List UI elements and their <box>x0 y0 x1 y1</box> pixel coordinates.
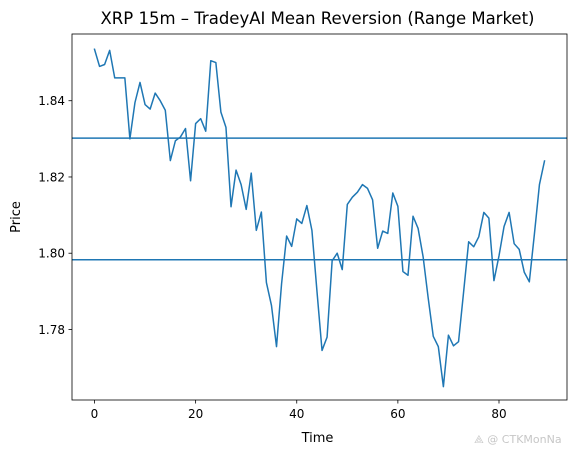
axes-frame <box>71 33 568 401</box>
y-tick-label-1.78: 1.78 <box>38 323 65 337</box>
y-tick-label-1.82: 1.82 <box>38 170 65 184</box>
x-tick-label-60: 60 <box>390 407 405 421</box>
x-tick-label-80: 80 <box>491 407 506 421</box>
y-axis-label: Price <box>9 201 24 233</box>
axes: 0 20 40 60 80 1.78 1.80 1.82 1.84 <box>38 33 568 421</box>
plot-area <box>72 48 567 388</box>
x-tick-label-40: 40 <box>289 407 304 421</box>
chart-title: XRP 15m – TradeyAI Mean Reversion (Range… <box>101 9 535 28</box>
price-line <box>93 48 546 388</box>
y-tick-label-1.80: 1.80 <box>38 247 65 261</box>
watermark: ⟁ @ CTKMonNa <box>474 433 562 446</box>
x-axis-label: Time <box>301 431 334 446</box>
x-tick-label-20: 20 <box>188 407 203 421</box>
y-tick-label-1.84: 1.84 <box>38 94 65 108</box>
x-tick-label-0: 0 <box>91 407 99 421</box>
